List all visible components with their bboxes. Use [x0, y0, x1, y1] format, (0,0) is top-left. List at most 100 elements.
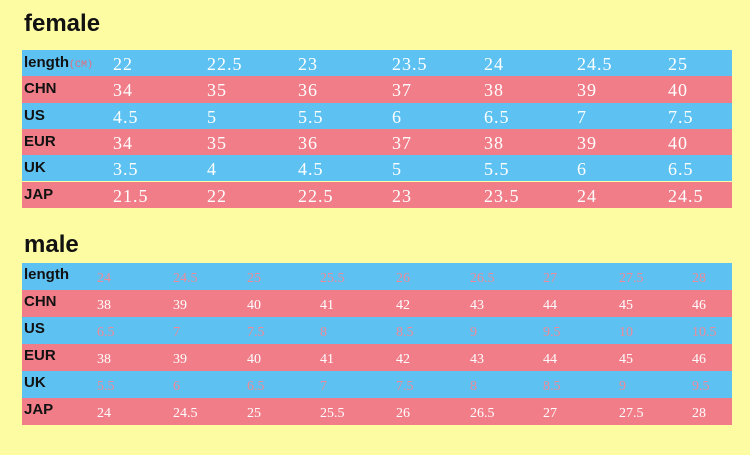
size-cell: 8: [470, 379, 477, 394]
size-cell: 36: [298, 80, 318, 101]
size-cell: 6.5: [668, 159, 694, 180]
size-cell: 5.5: [484, 159, 510, 180]
size-cell: 40: [247, 352, 261, 367]
row-label-text: JAP: [24, 185, 54, 203]
size-cell: 4.5: [298, 159, 324, 180]
size-cell: 9: [470, 325, 477, 340]
size-cell: 27: [543, 406, 557, 421]
row-label-text: length: [24, 54, 69, 71]
size-cell: 9.5: [692, 379, 710, 394]
size-cell: 46: [692, 298, 706, 313]
size-cell: 45: [619, 298, 633, 313]
size-cell: 44: [543, 352, 557, 367]
size-cell: 25.5: [320, 271, 345, 286]
row-label: US: [24, 107, 45, 124]
size-cell: 23.5: [392, 54, 428, 74]
size-cell: 45: [619, 352, 633, 367]
row-label: UK: [24, 374, 46, 391]
size-cell: 7: [577, 106, 587, 127]
row-label: length: [24, 266, 69, 283]
row-label-text: UK: [24, 374, 46, 391]
size-cell: 3.5: [113, 159, 139, 180]
size-cell: 40: [668, 80, 688, 101]
male-title: male: [24, 231, 79, 258]
size-cell: 5.5: [298, 106, 324, 127]
size-cell: 24: [484, 54, 504, 74]
size-cell: 21.5: [113, 185, 149, 206]
size-cell: 42: [396, 298, 410, 313]
table-row: US 4.5 5 5.5 6 6.5 7 7.5: [22, 102, 732, 129]
size-cell: 38: [484, 132, 504, 153]
size-cell: 4.5: [113, 106, 139, 127]
size-cell: 7.5: [396, 379, 414, 394]
size-cell: 37: [392, 80, 412, 101]
size-cell: 25.5: [320, 406, 345, 421]
row-label-text: CHN: [24, 293, 57, 310]
size-cell: 22.5: [207, 54, 243, 74]
row-label: length(CM): [24, 54, 93, 71]
size-cell: 5.5: [97, 379, 115, 394]
unit-label: (CM): [69, 60, 94, 71]
size-cell: 6: [173, 379, 180, 394]
table-row: US 6.5 7 7.5 8 8.5 9 9.5 10 10.5: [22, 317, 732, 344]
size-cell: 39: [173, 352, 187, 367]
row-label-text: CHN: [24, 80, 57, 98]
size-cell: 7: [320, 379, 327, 394]
row-label-text: EUR: [24, 132, 56, 150]
size-cell: 25: [668, 54, 688, 74]
row-label: JAP: [24, 186, 53, 203]
size-cell: 40: [668, 132, 688, 153]
size-cell: 34: [113, 132, 133, 153]
size-cell: 34: [113, 80, 133, 101]
row-label-text: EUR: [24, 347, 56, 364]
row-label-text: US: [24, 106, 45, 124]
size-cell: 43: [470, 352, 484, 367]
row-label: CHN: [24, 293, 57, 310]
size-cell: 38: [484, 80, 504, 101]
size-cell: 39: [577, 80, 597, 101]
size-cell: 9.5: [543, 325, 561, 340]
row-label: US: [24, 320, 45, 337]
size-cell: 10.5: [692, 325, 717, 340]
size-cell: 41: [320, 298, 334, 313]
size-cell: 37: [392, 132, 412, 153]
table-row: EUR 34 35 36 37 38 39 40: [22, 128, 732, 156]
size-cell: 42: [396, 352, 410, 367]
table-row: UK 5.5 6 6.5 7 7.5 8 8.5 9 9.5: [22, 371, 732, 398]
size-cell: 5: [207, 106, 217, 127]
table-row: CHN 34 35 36 37 38 39 40: [22, 76, 732, 103]
row-label: EUR: [24, 133, 56, 150]
size-cell: 27: [543, 271, 557, 286]
size-cell: 35: [207, 132, 227, 153]
size-cell: 22.5: [298, 185, 334, 206]
size-cell: 22: [113, 54, 133, 74]
size-cell: 26: [396, 406, 410, 421]
table-row: CHN 38 39 40 41 42 43 44 45 46: [22, 290, 732, 317]
table-row: JAP 21.5 22 22.5 23 23.5 24 24.5: [22, 181, 732, 208]
size-cell: 39: [577, 132, 597, 153]
table-row: length(CM) 22 22.5 23 23.5 24 24.5 25: [22, 50, 732, 77]
size-cell: 8: [320, 325, 327, 340]
size-cell: 24: [97, 406, 111, 421]
size-cell: 27.5: [619, 406, 644, 421]
row-label-text: JAP: [24, 401, 54, 418]
size-cell: 26.5: [470, 406, 495, 421]
size-cell: 6: [577, 159, 587, 180]
row-label: CHN: [24, 80, 57, 97]
size-cell: 35: [207, 80, 227, 101]
row-label: EUR: [24, 347, 56, 364]
female-title: female: [24, 10, 101, 37]
row-label: JAP: [24, 401, 53, 418]
size-cell: 26: [396, 271, 410, 286]
size-cell: 10: [619, 325, 633, 340]
size-cell: 38: [97, 298, 111, 313]
size-cell: 7.5: [247, 325, 265, 340]
size-cell: 24.5: [173, 271, 198, 286]
size-cell: 23: [392, 185, 412, 206]
size-cell: 24: [97, 271, 111, 286]
size-cell: 4: [207, 159, 217, 180]
table-row: EUR 38 39 40 41 42 43 44 45 46: [22, 344, 732, 371]
size-cell: 6: [392, 106, 402, 127]
size-cell: 41: [320, 352, 334, 367]
